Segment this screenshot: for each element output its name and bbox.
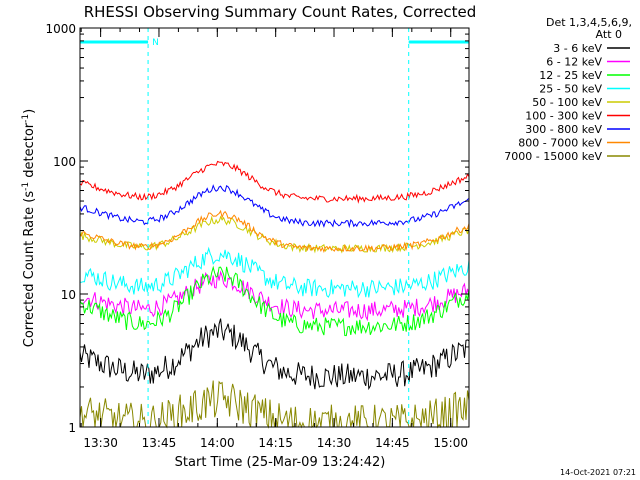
plot-frame xyxy=(79,27,470,428)
series-line-4 xyxy=(79,246,470,299)
series-line-1 xyxy=(79,318,470,391)
x-tick-label: 15:00 xyxy=(433,436,468,450)
x-tick-label: 14:00 xyxy=(200,436,235,450)
legend-header-line-2: Att 0 xyxy=(596,28,622,41)
legend-label-5: 50 - 100 keV xyxy=(532,96,602,109)
legend-label-6: 100 - 300 keV xyxy=(525,110,602,123)
series-line-8 xyxy=(79,209,470,254)
legend-label-8: 800 - 7000 keV xyxy=(518,137,602,150)
legend-label-1: 3 - 6 keV xyxy=(553,42,602,55)
series-line-6 xyxy=(79,160,470,204)
series-line-3 xyxy=(79,265,470,337)
x-axis-label: Start Time (25-Mar-09 13:24:42) xyxy=(175,455,386,470)
x-axis: 13:30 13:45 14:00 14:15 14:30 14:45 15:00 xyxy=(80,28,468,450)
x-tick-label: 14:45 xyxy=(375,436,410,450)
legend-label-2: 6 - 12 keV xyxy=(546,56,602,69)
flag-label: N xyxy=(152,38,159,48)
x-tick-label: 14:15 xyxy=(258,436,293,450)
series-line-7 xyxy=(79,184,470,229)
chart-title: RHESSI Observing Summary Count Rates, Co… xyxy=(84,3,477,21)
legend-header-line-1: Det 1,3,4,5,6,9, xyxy=(546,16,632,29)
y-tick-label: 1 xyxy=(68,421,76,435)
series-line-5 xyxy=(79,215,470,254)
footer-date: 14-Oct-2021 07:21 xyxy=(560,468,636,477)
y-axis: 1 10 100 1000 xyxy=(45,22,469,435)
y-tick-label: 10 xyxy=(61,288,76,302)
legend-label-3: 12 - 25 keV xyxy=(539,69,602,82)
plot-area: N xyxy=(79,28,470,429)
y-tick-label: 1000 xyxy=(45,22,76,36)
legend-label-9: 7000 - 15000 keV xyxy=(504,150,602,163)
y-axis-label: Corrected Count Rate (s-1 detector-1) xyxy=(21,109,37,347)
legend-label-4: 25 - 50 keV xyxy=(539,83,602,96)
x-tick-label: 13:30 xyxy=(83,436,118,450)
series-line-2 xyxy=(79,270,470,322)
series-line-9 xyxy=(79,380,470,429)
y-tick-label: 100 xyxy=(53,155,76,169)
legend-label-7: 300 - 800 keV xyxy=(525,123,602,136)
x-tick-label: 13:45 xyxy=(142,436,177,450)
x-tick-label: 14:30 xyxy=(317,436,352,450)
